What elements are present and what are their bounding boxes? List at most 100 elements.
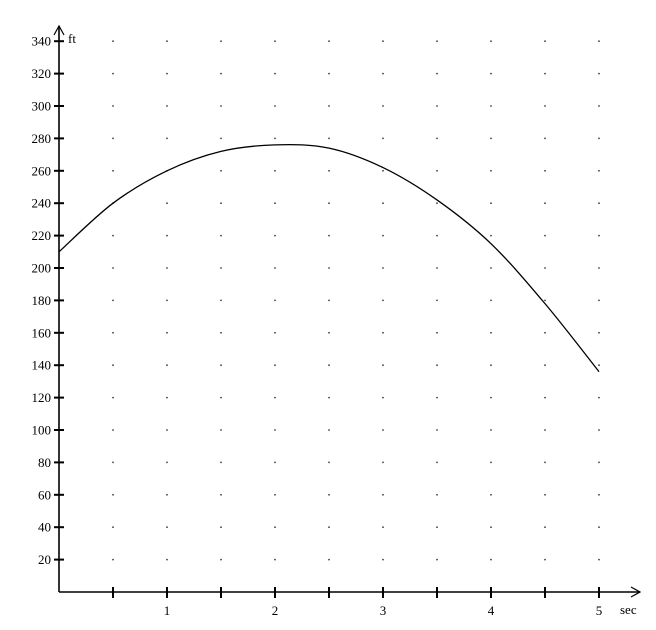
grid-dot bbox=[112, 429, 114, 431]
grid-dot bbox=[544, 364, 546, 367]
grid-dot bbox=[598, 267, 600, 269]
grid-dot bbox=[112, 331, 114, 334]
x-tick-label: 4 bbox=[488, 603, 495, 618]
x-axis-label: sec bbox=[620, 602, 637, 617]
grid-dot bbox=[328, 105, 330, 107]
grid-dot bbox=[544, 331, 546, 334]
y-tick-label: 100 bbox=[32, 423, 52, 438]
grid-dot bbox=[220, 526, 222, 529]
grid-dot bbox=[436, 267, 438, 269]
grid-dot bbox=[382, 364, 384, 367]
grid-dot bbox=[220, 299, 222, 302]
grid-dots bbox=[112, 40, 600, 561]
grid-dot bbox=[544, 299, 546, 302]
grid-dot bbox=[382, 526, 384, 529]
grid-dot bbox=[382, 558, 384, 561]
grid-dot bbox=[220, 429, 222, 431]
y-tick-label: 120 bbox=[32, 390, 52, 405]
grid-dot bbox=[490, 364, 492, 367]
grid-dot bbox=[490, 493, 492, 496]
grid-dot bbox=[598, 493, 600, 496]
grid-dot bbox=[166, 396, 168, 399]
grid-dot bbox=[274, 558, 276, 561]
grid-dot bbox=[490, 169, 492, 172]
grid-dot bbox=[274, 137, 276, 140]
grid-dot bbox=[490, 429, 492, 431]
grid-dot bbox=[220, 493, 222, 496]
grid-dot bbox=[598, 429, 600, 431]
grid-dot bbox=[166, 137, 168, 140]
grid-dot bbox=[274, 493, 276, 496]
grid-dot bbox=[274, 40, 276, 43]
grid-dot bbox=[436, 396, 438, 399]
grid-dot bbox=[328, 169, 330, 172]
grid-dot bbox=[544, 169, 546, 172]
grid-dot bbox=[166, 331, 168, 334]
grid-dot bbox=[382, 493, 384, 496]
grid-dot bbox=[112, 558, 114, 561]
grid-dot bbox=[490, 396, 492, 399]
grid-dot bbox=[436, 331, 438, 334]
grid-dot bbox=[166, 234, 168, 237]
grid-dot bbox=[112, 493, 114, 496]
grid-dot bbox=[544, 137, 546, 140]
grid-dot bbox=[544, 40, 546, 43]
grid-dot bbox=[598, 299, 600, 302]
grid-dot bbox=[598, 40, 600, 43]
grid-dot bbox=[166, 105, 168, 107]
grid-dot bbox=[112, 396, 114, 399]
grid-dot bbox=[598, 364, 600, 367]
grid-dot bbox=[112, 72, 114, 75]
grid-dot bbox=[382, 461, 384, 464]
grid-dot bbox=[328, 202, 330, 205]
grid-dot bbox=[220, 364, 222, 367]
grid-dot bbox=[544, 396, 546, 399]
grid-dot bbox=[436, 493, 438, 496]
grid-dot bbox=[436, 461, 438, 464]
axes bbox=[53, 24, 642, 598]
grid-dot bbox=[112, 169, 114, 172]
grid-dot bbox=[112, 299, 114, 302]
grid-dot bbox=[490, 234, 492, 237]
grid-dot bbox=[328, 493, 330, 496]
grid-dot bbox=[328, 396, 330, 399]
grid-dot bbox=[166, 364, 168, 367]
grid-dot bbox=[274, 461, 276, 464]
grid-dot bbox=[328, 72, 330, 75]
grid-dot bbox=[274, 267, 276, 269]
grid-dot bbox=[166, 461, 168, 464]
grid-dot bbox=[598, 234, 600, 237]
grid-dot bbox=[220, 267, 222, 269]
y-tick-label: 60 bbox=[38, 487, 51, 502]
grid-dot bbox=[436, 137, 438, 140]
grid-dot bbox=[436, 429, 438, 431]
grid-dot bbox=[328, 267, 330, 269]
grid-dot bbox=[166, 299, 168, 302]
grid-dot bbox=[382, 137, 384, 140]
grid-dot bbox=[544, 526, 546, 529]
grid-dot bbox=[436, 202, 438, 205]
grid-dot bbox=[598, 169, 600, 172]
grid-dot bbox=[544, 461, 546, 464]
x-tick-label: 2 bbox=[272, 603, 279, 618]
grid-dot bbox=[436, 72, 438, 75]
grid-dot bbox=[112, 526, 114, 529]
grid-dot bbox=[166, 429, 168, 431]
grid-dot bbox=[220, 72, 222, 75]
x-tick-label: 5 bbox=[596, 603, 603, 618]
grid-dot bbox=[598, 526, 600, 529]
grid-dot bbox=[598, 331, 600, 334]
grid-dot bbox=[328, 40, 330, 43]
y-axis-arrow bbox=[53, 24, 65, 36]
grid-dot bbox=[328, 234, 330, 237]
y-tick-label: 40 bbox=[38, 520, 51, 535]
y-tick-label: 280 bbox=[32, 131, 52, 146]
x-axis-arrow bbox=[630, 586, 642, 598]
grid-dot bbox=[598, 137, 600, 140]
grid-dot bbox=[436, 526, 438, 529]
grid-dot bbox=[544, 429, 546, 431]
grid-dot bbox=[220, 331, 222, 334]
grid-dot bbox=[544, 267, 546, 269]
grid-dot bbox=[382, 299, 384, 302]
